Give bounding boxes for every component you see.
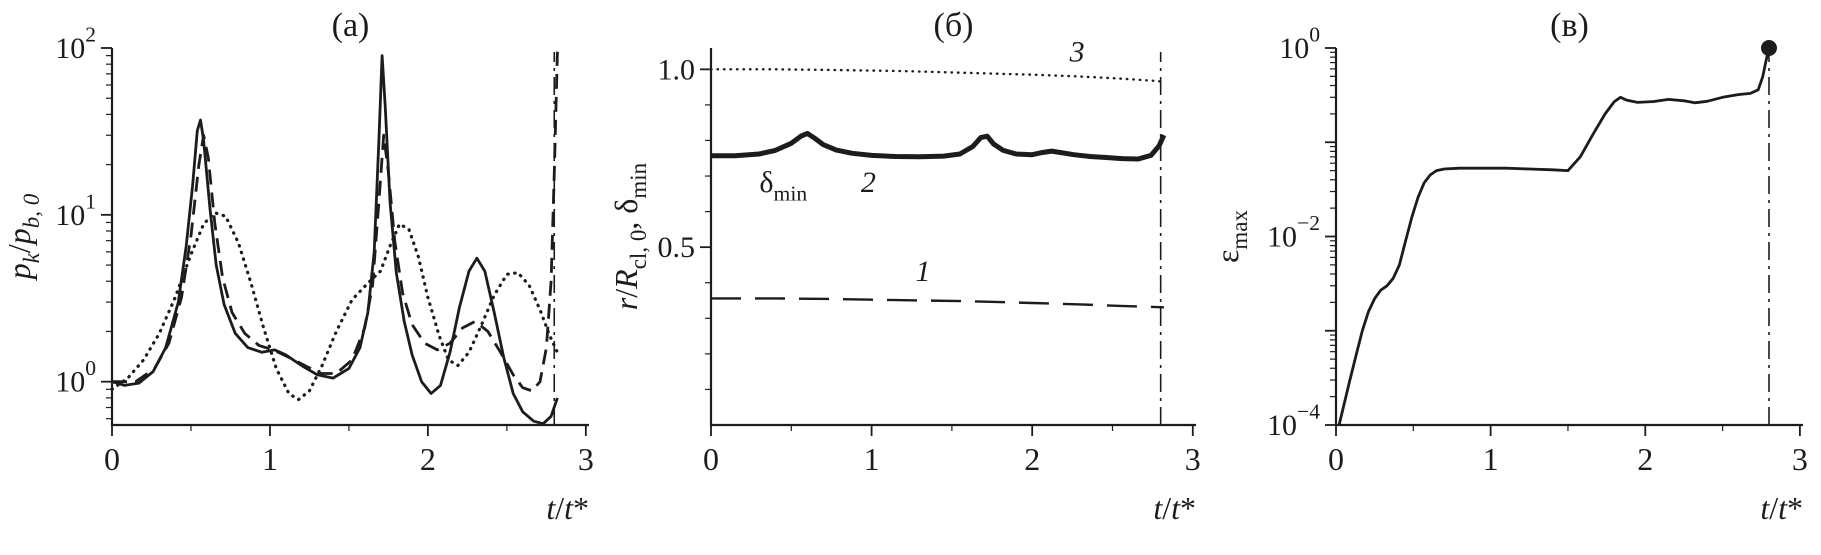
chart-a-pressure: (а) 0 1 2 3 100 101 102 pk/pb, 0 t/t* [1, 7, 594, 526]
x-tick-label: 0 [703, 441, 719, 477]
y-axis-label: εmax [1214, 209, 1252, 263]
panel-title: (в) [1550, 7, 1589, 44]
plot: (а) 0 1 2 3 100 101 102 pk/pb, 0 t/t* [1, 7, 594, 526]
y-tick-label: 10−2 [1267, 211, 1320, 254]
x-tick-label: 2 [420, 441, 436, 477]
y-ticks: 100 101 102 [55, 23, 112, 420]
panel-v: (в) 0 1 2 3 10−4 10−2 100 εmax t/t* [1214, 0, 1821, 555]
y-tick-label: 0.5 [658, 231, 696, 264]
panel-b: (б) 0 1 2 3 0.5 1.0 r/Rcl, 0, δmin t/t* δmin 2 1 3 [607, 0, 1214, 555]
x-tick-label: 3 [1185, 441, 1201, 477]
x-tick-label: 1 [864, 441, 880, 477]
y-tick-label: 100 [55, 356, 96, 399]
x-axis-label: t/t* [1760, 490, 1803, 526]
series-curve-3-dotted [709, 68, 1166, 83]
x-tick-label: 1 [262, 441, 278, 477]
panel-title: (а) [332, 7, 370, 44]
x-tick-label: 3 [1792, 441, 1808, 477]
annotation: 1 [915, 255, 930, 288]
panel-a: (а) 0 1 2 3 100 101 102 pk/pb, 0 t/t* [0, 0, 607, 555]
x-ticks: 0 1 2 3 [703, 425, 1201, 477]
y-tick-label: 10−4 [1267, 400, 1320, 443]
annotation: δmin [759, 166, 807, 205]
x-tick-label: 3 [578, 441, 594, 477]
x-tick-label: 0 [104, 441, 120, 477]
end-point-marker [1760, 40, 1777, 56]
series-solid [111, 54, 559, 426]
series-dotted [110, 211, 559, 402]
annotation: 3 [1069, 36, 1085, 69]
chart-b-radius-delta: (б) 0 1 2 3 0.5 1.0 r/Rcl, 0, δmin t/t* δmin 2 1 3 [608, 7, 1201, 526]
plot: (б) 0 1 2 3 0.5 1.0 r/Rcl, 0, δmin t/t* δmin 2 1 3 [608, 7, 1201, 526]
chart-v-eps-max: (в) 0 1 2 3 10−4 10−2 100 εmax t/t* [1214, 7, 1808, 526]
plot: (в) 0 1 2 3 10−4 10−2 100 εmax t/t* [1214, 7, 1808, 526]
y-tick-label: 1.0 [658, 53, 696, 86]
y-axis-label: r/Rcl, 0, δmin [608, 162, 651, 310]
annotation: 2 [861, 166, 876, 199]
x-tick-label: 2 [1024, 441, 1040, 477]
x-axis-label: t/t* [1153, 490, 1196, 526]
series-eps-max [1337, 47, 1771, 426]
panel-title: (б) [934, 7, 974, 44]
x-tick-label: 0 [1328, 441, 1344, 477]
y-ticks: 10−4 10−2 100 [1267, 23, 1336, 443]
x-tick-label: 1 [1483, 441, 1499, 477]
x-ticks: 0 1 2 3 [1328, 425, 1808, 477]
series-curve-1-dashed [711, 297, 1164, 309]
x-axis-label: t/t* [546, 490, 589, 526]
y-axis-label: pk/pb, 0 [1, 193, 44, 281]
x-tick-label: 2 [1637, 441, 1653, 477]
x-ticks: 0 1 2 3 [104, 425, 594, 477]
y-tick-label: 102 [55, 23, 96, 66]
series-curve-2-delta-min [711, 130, 1167, 162]
y-tick-label: 101 [55, 189, 96, 232]
axes [709, 48, 1196, 427]
y-tick-label: 100 [1279, 23, 1320, 66]
series-dashed [112, 51, 559, 393]
y-ticks: 0.5 1.0 [658, 53, 711, 391]
